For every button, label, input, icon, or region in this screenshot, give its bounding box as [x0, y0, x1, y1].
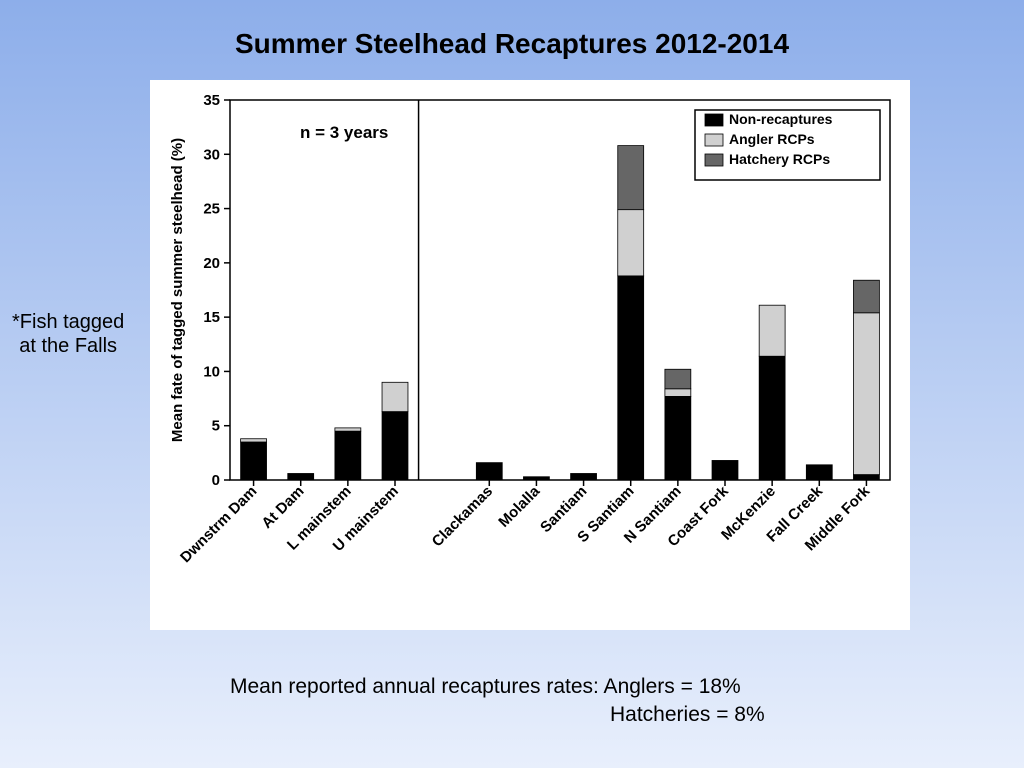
caption-line1: Mean reported annual recaptures rates: A…	[230, 673, 765, 700]
bar-segment	[618, 276, 644, 480]
n-label: n = 3 years	[300, 123, 388, 142]
y-tick-label: 20	[203, 255, 220, 272]
bar-segment	[759, 305, 785, 356]
legend-swatch	[705, 114, 723, 126]
bar-segment	[853, 313, 879, 475]
bar-segment	[806, 465, 832, 480]
legend-label: Hatchery RCPs	[729, 151, 830, 167]
legend-label: Non-recaptures	[729, 111, 833, 127]
bar-segment	[382, 412, 408, 480]
legend-swatch	[705, 134, 723, 146]
bar-segment	[712, 460, 738, 480]
side-note-line1: *Fish tagged	[12, 311, 124, 333]
y-tick-label: 15	[203, 309, 220, 326]
bar-segment	[618, 146, 644, 210]
bar-segment	[523, 477, 549, 480]
bar-segment	[665, 389, 691, 397]
caption-line2: Hatcheries = 8%	[230, 701, 765, 728]
y-tick-label: 10	[203, 363, 220, 380]
caption: Mean reported annual recaptures rates: A…	[230, 673, 765, 728]
x-tick-label: Dwnstrm Dam	[177, 483, 260, 566]
bar-segment	[382, 382, 408, 411]
bar-segment	[853, 475, 879, 480]
bar-segment	[759, 356, 785, 480]
side-annotation: *Fish tagged at the Falls	[12, 310, 124, 358]
y-tick-label: 5	[212, 418, 220, 435]
bar-segment	[241, 439, 267, 442]
y-axis-label: Mean fate of tagged summer steelhead (%)	[169, 138, 186, 442]
chart-container: 0 5 10 15 20 25 30 35 Mean fate of tagged summer…	[150, 80, 910, 630]
y-tick-label: 25	[203, 201, 220, 218]
bar-segment	[853, 280, 879, 313]
bar-segment	[288, 473, 314, 480]
y-tick-label: 35	[203, 92, 220, 109]
bar-segment	[571, 473, 597, 480]
bar-segment	[665, 396, 691, 480]
bar-segment	[476, 463, 502, 480]
bar-segment	[335, 431, 361, 480]
bar-segment	[665, 369, 691, 389]
legend-label: Angler RCPs	[729, 131, 815, 147]
chart-title: Summer Steelhead Recaptures 2012-2014	[0, 28, 1024, 60]
legend-swatch	[705, 154, 723, 166]
y-tick-label: 0	[212, 472, 220, 489]
bar-segment	[335, 428, 361, 431]
y-tick-label: 30	[203, 146, 220, 163]
bar-segment	[618, 210, 644, 276]
x-tick-label: Clackamas	[429, 483, 496, 550]
side-note-line2: at the Falls	[19, 335, 117, 357]
bar-segment	[241, 442, 267, 480]
chart-svg: 0 5 10 15 20 25 30 35 Mean fate of tagged summer…	[150, 80, 910, 630]
